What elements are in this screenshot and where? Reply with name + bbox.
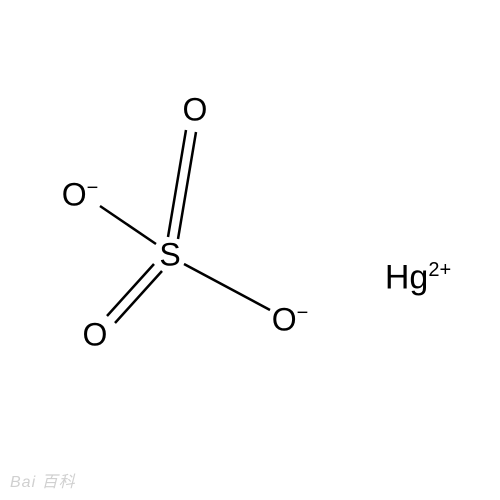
atom-oxygen-bottomleft: O (83, 317, 108, 354)
atom-oxygen-left-label: O (62, 177, 87, 213)
atom-oxygen-left-charge: − (87, 177, 99, 199)
atom-oxygen-right: O− (272, 302, 309, 339)
atom-oxygen-bl-label: O (83, 317, 108, 353)
atom-sulfur-label: S (159, 237, 180, 273)
atom-mercury-label: Hg (385, 259, 428, 297)
bond-s-o-top-2 (178, 132, 196, 239)
watermark-text: Bai 百科 (10, 468, 76, 492)
atom-oxygen-right-charge: − (297, 302, 309, 324)
atom-mercury-charge: 2+ (428, 259, 451, 281)
bond-s-o-bl-2 (115, 271, 162, 323)
bond-s-o-top-1 (168, 130, 186, 237)
atom-oxygen-right-label: O (272, 302, 297, 338)
bond-s-o-bl-1 (107, 264, 154, 316)
atom-mercury: Hg2+ (385, 259, 451, 298)
atom-oxygen-left: O− (62, 177, 99, 214)
bond-layer (0, 0, 500, 500)
bond-s-o-left (100, 206, 156, 244)
atom-oxygen-top-label: O (183, 92, 208, 128)
bond-s-o-right (184, 264, 270, 310)
atom-oxygen-top: O (183, 92, 208, 129)
atom-sulfur: S (159, 237, 180, 274)
